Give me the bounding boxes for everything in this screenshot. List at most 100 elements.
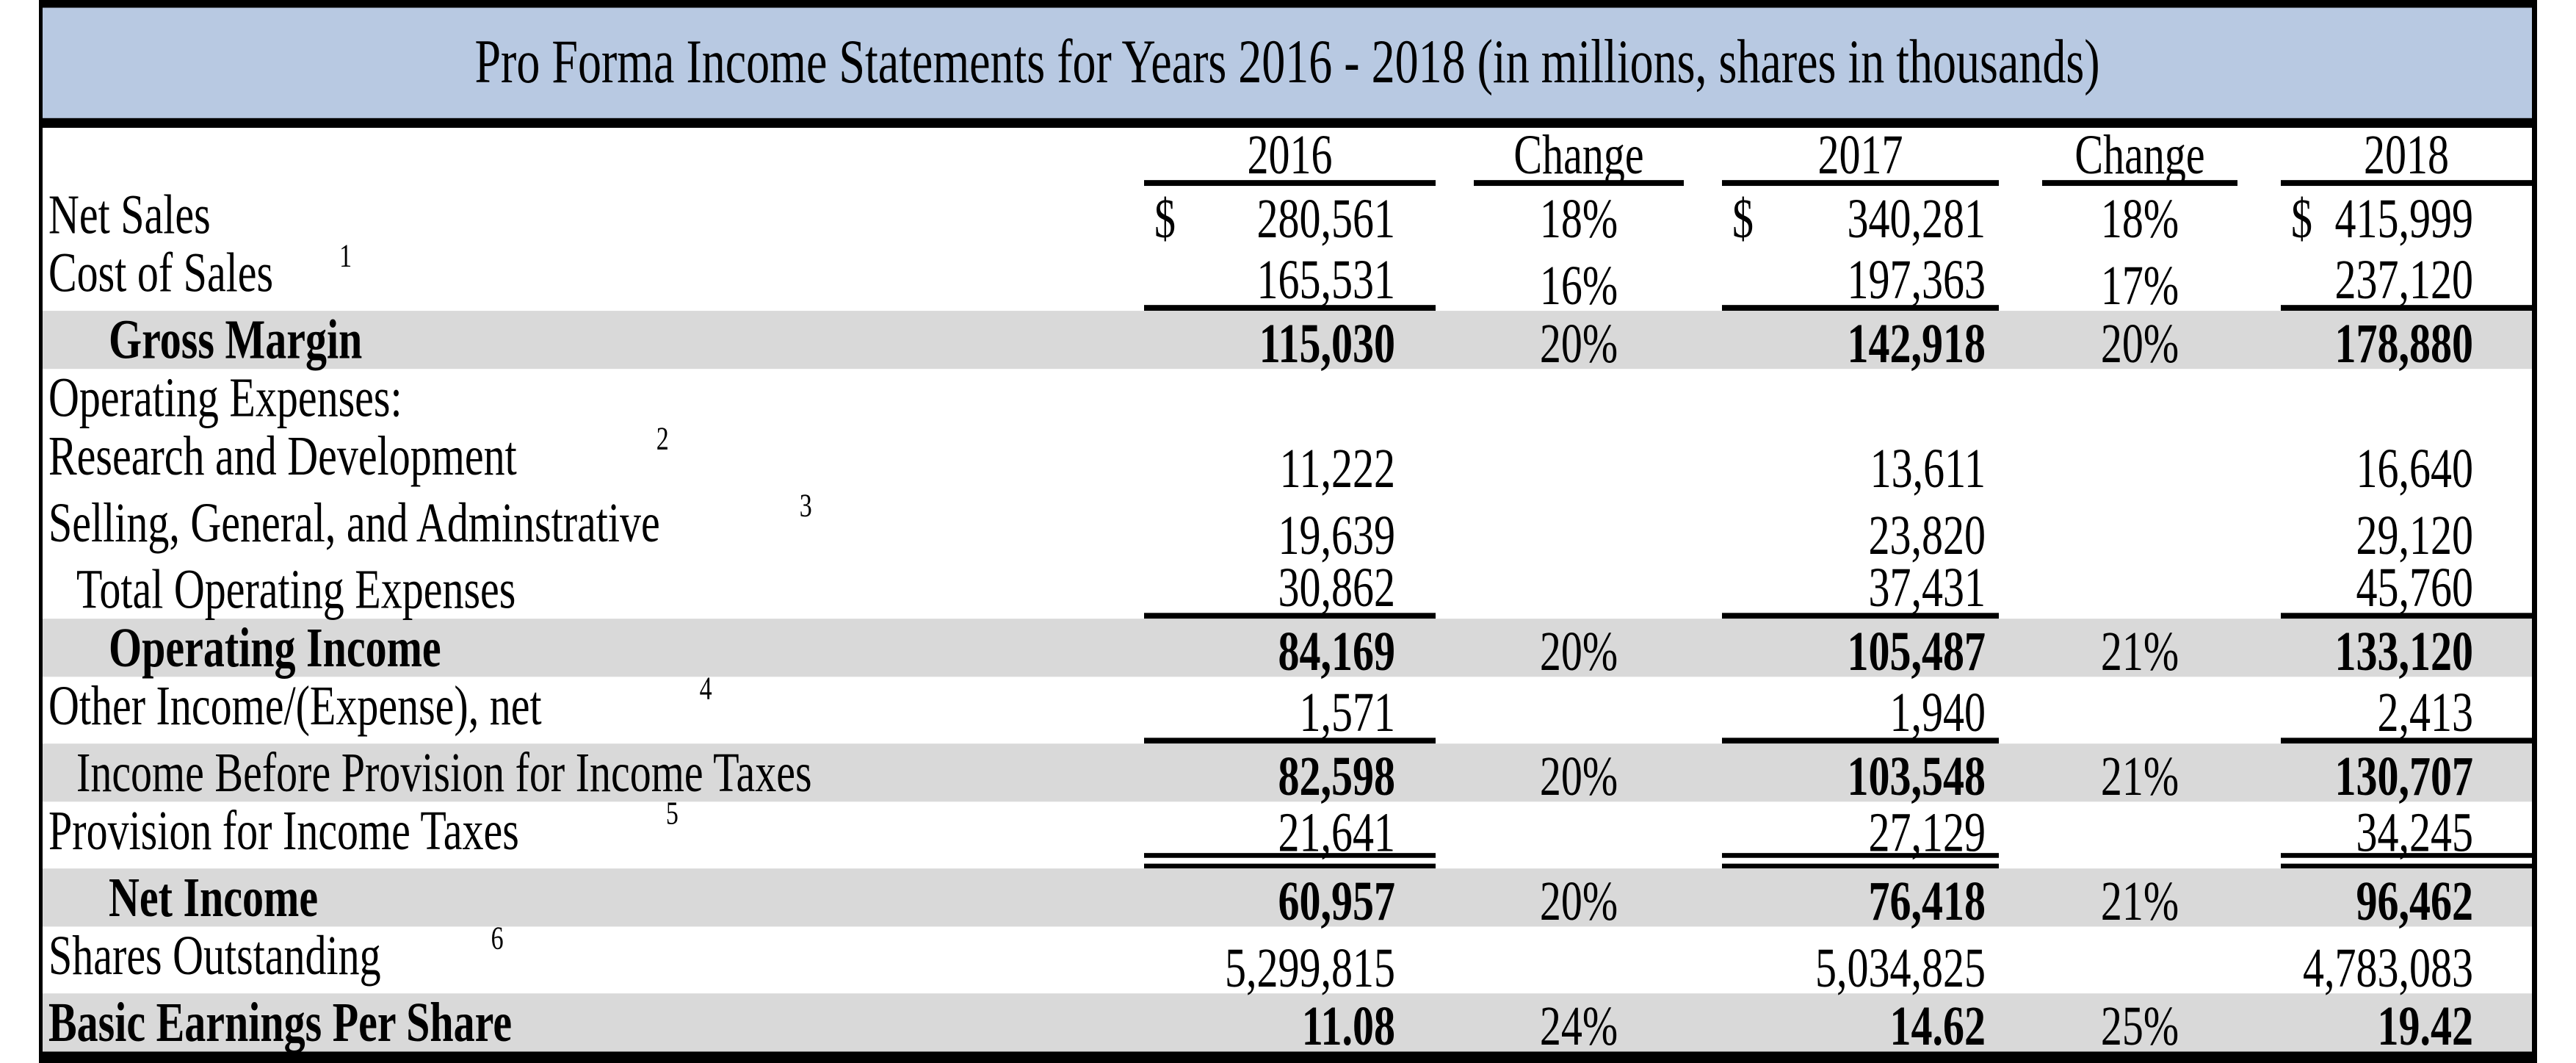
cell-2018: 96,462 [2356, 869, 2474, 933]
cell-2017: 27,129 [1722, 801, 2042, 869]
cell-2016: 1,571 [1144, 677, 1474, 744]
row-label: Provision for Income Taxes 5 [48, 796, 679, 862]
cell-2018: 4,783,083 [2303, 936, 2473, 1000]
header-change-1: Change [1474, 126, 1722, 187]
cell-2016: 5,299,815 [1225, 936, 1395, 1000]
dollar-sign: $ [1732, 187, 1754, 251]
cell-change-1: 20% [1539, 869, 1618, 933]
cell-2017: 13,611 [1870, 436, 1986, 500]
cell-2017: 76,418 [1868, 869, 1986, 933]
table-row-other-income: Other Income/(Expense), net 4 1,571 1,940… [43, 671, 2532, 744]
cell-change-1: 20% [1539, 311, 1618, 375]
row-label: Net Income [109, 865, 319, 929]
income-statement-table: 2016 Change 2017 Change 2018 Net Sales $… [43, 126, 2532, 1058]
footnote-ref: 3 [799, 488, 812, 525]
cell-2017: 1,940 [1722, 677, 2042, 744]
cell-2017: 197,363 [1722, 244, 2042, 311]
cell-2016: 11,222 [1279, 436, 1395, 500]
cell-change-1: 16% [1539, 253, 1618, 317]
cell-change-2 [2042, 494, 2281, 561]
table-row-provision-income-taxes: Provision for Income Taxes 5 21,641 27,12… [43, 796, 2532, 869]
table-row-operating-expenses-heading: Operating Expenses: [43, 366, 2532, 429]
cell-2018: 34,245 [2281, 801, 2532, 869]
cell-2018: 178,880 [2334, 311, 2474, 375]
table-row-net-sales: Net Sales $280,561 18% $340,281 18% $415… [43, 183, 2532, 251]
row-label: Income Before Provision for Income Taxes [76, 741, 812, 804]
cell-2017: 37,431 [1722, 559, 2042, 619]
cell-change-1 [1474, 926, 1722, 993]
table-row-income-before-taxes: Income Before Provision for Income Taxes… [43, 741, 2532, 808]
cell-2017: $340,281 [1722, 186, 2042, 251]
cell-change-1 [1474, 801, 1722, 868]
row-label: Basic Earnings Per Share [48, 990, 513, 1053]
cell-2018: 16,640 [2356, 436, 2474, 500]
table-row-basic-eps: Basic Earnings Per Share 11.08 24% 14.62… [43, 990, 2532, 1058]
cell-change-2: 21% [2100, 744, 2179, 808]
row-label: Operating Income [109, 616, 441, 679]
cell-change-2 [2042, 801, 2281, 868]
cell-change-2: 21% [2100, 869, 2179, 933]
table-row-research-development: Research and Development 2 11,222 13,611 … [43, 421, 2532, 500]
cell-2016: 19,639 [1278, 503, 1396, 567]
cell-2018: 2,413 [2281, 677, 2532, 744]
cell-2017: 103,548 [1847, 744, 1986, 808]
table-row-operating-income: Operating Income 84,169 20% 105,487 21% … [43, 616, 2532, 683]
cell-change-1: 24% [1539, 994, 1618, 1058]
cell-2018: 130,707 [2334, 744, 2474, 808]
cell-change-2: 17% [2100, 253, 2179, 317]
cell-2016: 30,862 [1144, 559, 1474, 619]
cell-2017: 142,918 [1847, 311, 1986, 375]
cell-2016: 115,030 [1259, 311, 1395, 375]
row-label: Shares Outstanding 6 [48, 920, 504, 987]
cell-change-2 [2042, 926, 2281, 993]
cell-2016: 21,641 [1144, 801, 1474, 869]
table-row-net-income: Net Income 60,957 20% 76,418 21% 96,462 [43, 865, 2532, 933]
row-label: Cost of Sales 1 [48, 238, 352, 304]
dollar-sign: $ [2291, 187, 2312, 251]
cell-change-2 [2042, 427, 2281, 494]
cell-change-2 [2042, 677, 2281, 743]
cell-2017: 14.62 [1889, 994, 1986, 1058]
dollar-sign: $ [1154, 187, 1176, 251]
cell-2016: 82,598 [1278, 744, 1396, 808]
cell-change-1 [1474, 561, 1722, 619]
header-year-2018: 2018 [2281, 126, 2532, 187]
cell-2016: 84,169 [1278, 619, 1396, 683]
cell-change-1 [1474, 677, 1722, 743]
cell-change-1: 20% [1539, 619, 1618, 683]
cell-change-2 [2042, 561, 2281, 619]
statement-title: Pro Forma Income Statements for Years 20… [43, 7, 2532, 128]
header-year-2017: 2017 [1722, 126, 2042, 187]
cell-2016: 60,957 [1278, 869, 1396, 933]
header-empty-cell [43, 128, 1144, 186]
row-label: Total Operating Expenses [76, 558, 516, 621]
cell-change-2: 21% [2100, 619, 2179, 683]
cell-2018: 133,120 [2334, 619, 2474, 683]
cell-change-1: 18% [1539, 187, 1618, 251]
footnote-ref: 2 [656, 421, 669, 458]
footnote-ref: 5 [665, 796, 679, 832]
row-label: Selling, General, and Adminstrative 3 [48, 488, 812, 554]
statement-table-frame: Pro Forma Income Statements for Years 20… [39, 0, 2537, 1063]
cell-change-1 [1474, 427, 1722, 494]
cell-change-1: 20% [1539, 744, 1618, 808]
cell-change-2: 20% [2100, 311, 2179, 375]
cell-change-1 [1474, 494, 1722, 561]
row-label: Net Sales [48, 183, 211, 246]
row-label: Operating Expenses: [48, 366, 402, 429]
table-row-total-operating-expenses: Total Operating Expenses 30,862 37,431 4… [43, 558, 2532, 621]
cell-2016: 165,531 [1144, 244, 1474, 311]
footnote-ref: 4 [699, 671, 712, 707]
cell-2018: 19.42 [2377, 994, 2474, 1058]
table-row-sga: Selling, General, and Adminstrative 3 19,… [43, 488, 2532, 567]
cell-change-2: 25% [2100, 994, 2179, 1058]
cell-2016: $280,561 [1144, 186, 1474, 251]
table-row-gross-margin: Gross Margin 115,030 20% 142,918 20% 178… [43, 310, 2532, 375]
footnote-ref: 6 [491, 920, 504, 957]
cell-2016: 11.08 [1301, 994, 1395, 1058]
table-header-row: 2016 Change 2017 Change 2018 [43, 126, 2532, 187]
cell-2018: 237,120 [2281, 244, 2532, 311]
row-label: Other Income/(Expense), net 4 [48, 671, 712, 737]
cell-2018: 45,760 [2281, 559, 2532, 619]
